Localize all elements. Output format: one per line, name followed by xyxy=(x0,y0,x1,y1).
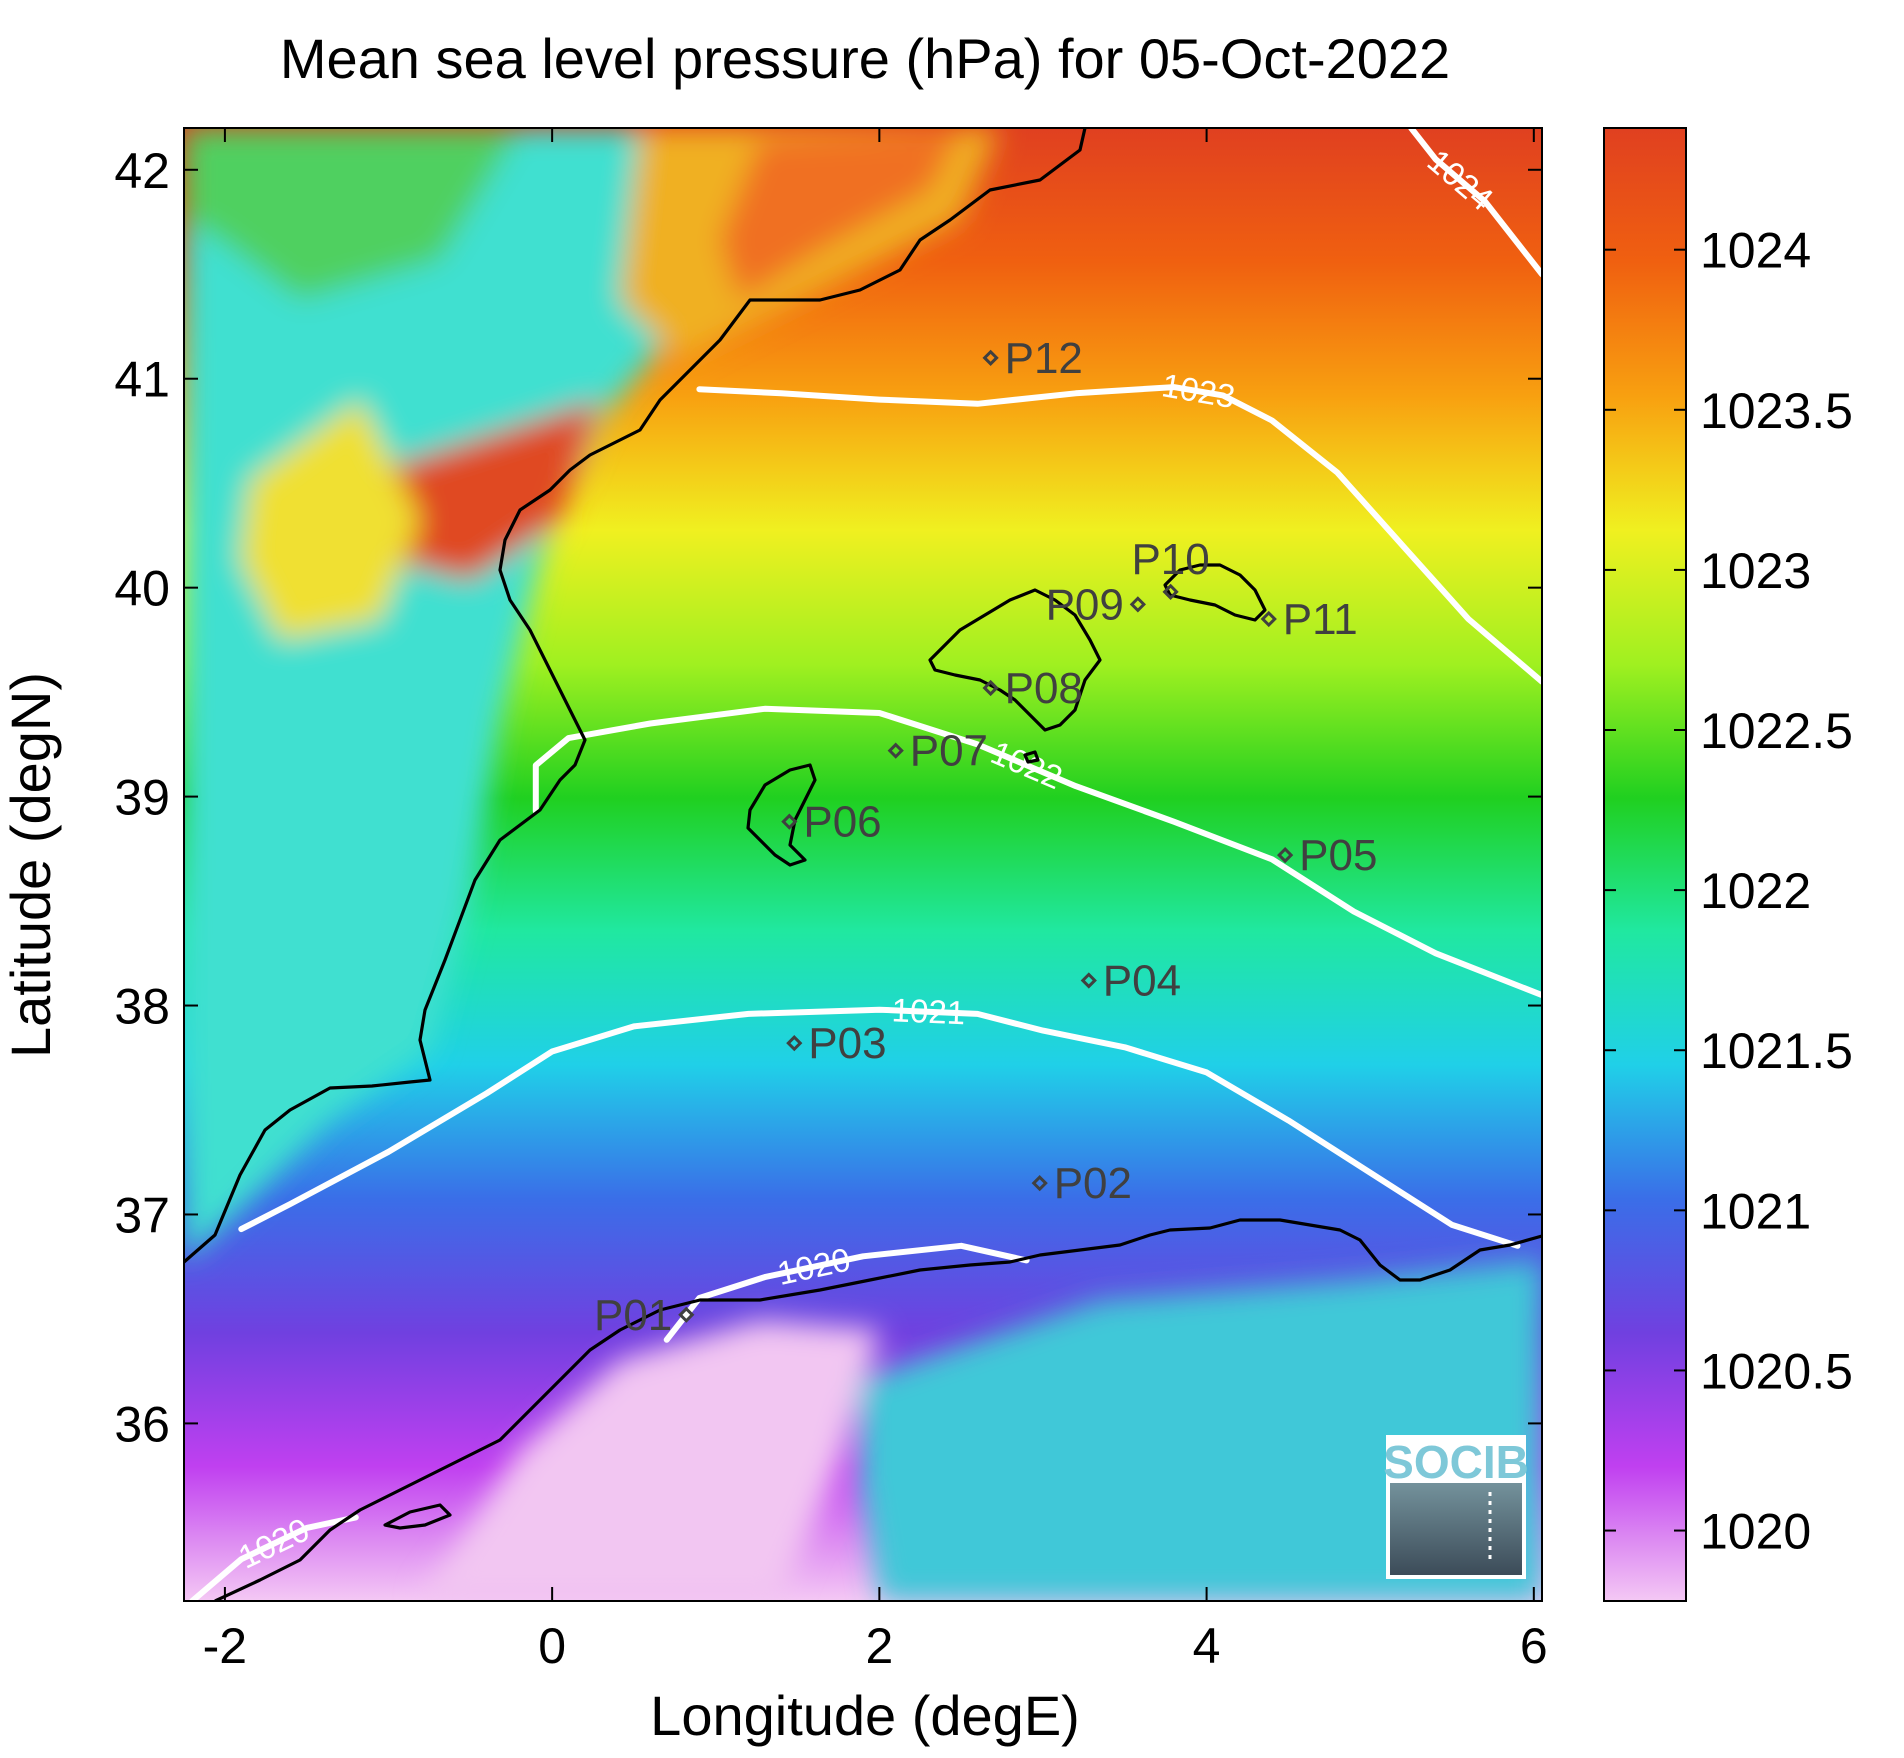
station-marker xyxy=(786,1035,803,1052)
station-label: P07 xyxy=(910,727,988,776)
land-iberia-green xyxy=(184,128,520,300)
y-tick-label: 36 xyxy=(114,1396,170,1452)
chart-title: Mean sea level pressure (hPa) for 05-Oct… xyxy=(280,27,1450,90)
coastline-ibiza xyxy=(746,763,817,867)
y-axis-ticks: 36 37 38 39 40 41 42 xyxy=(114,143,1542,1452)
isobar-1024 xyxy=(1408,128,1542,278)
station-marker xyxy=(1129,596,1146,613)
station-label: P09 xyxy=(1046,580,1124,629)
station-label: P12 xyxy=(1005,334,1083,383)
x-axis-ticks: -2 0 2 4 6 xyxy=(203,128,1548,1674)
coastline-mallorca xyxy=(928,588,1102,732)
isobar-1021 xyxy=(238,1006,1521,1249)
colorbar-tick-label: 1024 xyxy=(1700,223,1811,279)
isobar-1020 xyxy=(663,1242,1030,1343)
isobar-1023 xyxy=(696,384,1542,685)
coastline-iberia xyxy=(184,128,1087,1264)
station-marker xyxy=(982,349,999,366)
station-marker xyxy=(781,813,798,830)
colorbar-tick-label: 1022.5 xyxy=(1700,703,1853,759)
station-label: P02 xyxy=(1054,1159,1132,1208)
station-label: P01 xyxy=(594,1291,672,1340)
land-catalonia-core xyxy=(720,130,960,300)
colorbar-tick-label: 1020 xyxy=(1700,1504,1811,1560)
y-tick-label: 38 xyxy=(114,979,170,1035)
colorbar-tick-label: 1023 xyxy=(1700,543,1811,599)
colorbar-tick-label: 1023.5 xyxy=(1700,383,1853,439)
station-marker xyxy=(1277,846,1294,864)
colorbar xyxy=(1603,127,1687,1602)
coastline-alboran-lake xyxy=(383,1503,452,1530)
x-tick-label: 0 xyxy=(538,1618,566,1674)
colorbar-ticks: 1020 1020.5 1021 1021.5 1022 1022.5 1023 1023.5… xyxy=(1604,223,1853,1560)
x-tick-label: -2 xyxy=(203,1618,247,1674)
colorbar-tick-label: 1020.5 xyxy=(1700,1343,1853,1399)
colorbar-tick-label: 1021.5 xyxy=(1700,1023,1853,1079)
land-pressure-patches xyxy=(184,128,1542,1601)
x-tick-label: 2 xyxy=(865,1618,893,1674)
y-tick-label: 42 xyxy=(114,143,170,199)
y-tick-label: 37 xyxy=(114,1187,170,1243)
colorbar-tick-label: 1021 xyxy=(1700,1183,1811,1239)
station-label: P10 xyxy=(1131,535,1209,584)
coastlines xyxy=(184,128,1542,1601)
land-interior-yellow xyxy=(240,400,420,640)
land-iberia-west xyxy=(184,128,760,1260)
colorbar-tick-label: 1022 xyxy=(1700,863,1811,919)
station-marker xyxy=(982,679,999,697)
land-africa-pink xyxy=(420,1320,880,1601)
station-marker xyxy=(1031,1175,1048,1192)
station-marker xyxy=(1080,972,1097,989)
plot-frame xyxy=(183,127,1543,1602)
station-label: P08 xyxy=(1005,664,1083,713)
socib-logo-header xyxy=(1390,1439,1522,1483)
coastline-cabrera xyxy=(1023,750,1040,764)
y-tick-label: 39 xyxy=(114,770,170,826)
isobar-1022 xyxy=(532,705,1542,999)
station-label: P04 xyxy=(1103,956,1181,1005)
station-label: P06 xyxy=(803,798,881,847)
station-marker xyxy=(1162,583,1179,600)
y-tick-label: 41 xyxy=(114,352,170,408)
isobar-label: 1021 xyxy=(891,991,966,1031)
socib-logo: SOCIB xyxy=(1383,1435,1529,1579)
x-tick-label: 6 xyxy=(1520,1618,1548,1674)
land-interior-high xyxy=(380,400,600,580)
coastline-menorca xyxy=(1163,563,1267,622)
station-marker xyxy=(1260,610,1277,628)
socib-logo-text: SOCIB xyxy=(1383,1436,1529,1488)
station-marker xyxy=(887,742,904,759)
station-label: P05 xyxy=(1299,831,1377,880)
isobar-1020 xyxy=(189,1514,359,1601)
y-tick-label: 40 xyxy=(114,561,170,617)
coastline-africa xyxy=(214,1218,1542,1601)
x-axis-label: Longitude (degE) xyxy=(650,1684,1080,1747)
land-africa-cyan xyxy=(860,1260,1542,1601)
station-label: P11 xyxy=(1283,595,1358,644)
station-label: P03 xyxy=(808,1019,886,1068)
x-tick-label: 4 xyxy=(1193,1618,1221,1674)
station-marker xyxy=(678,1306,695,1323)
y-axis-label: Latitude (degN) xyxy=(0,672,62,1058)
